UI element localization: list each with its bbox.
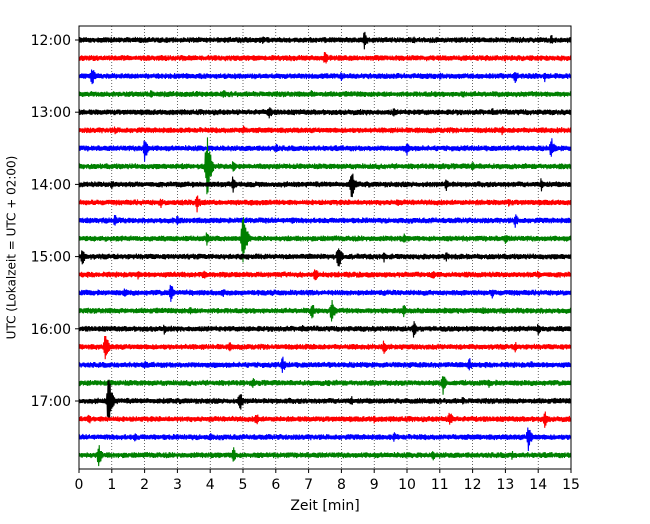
x-tick-label-14: 14 xyxy=(529,477,547,493)
trace-1330 xyxy=(78,138,572,162)
trace-1345 xyxy=(78,137,572,195)
trace-1400 xyxy=(78,173,572,198)
x-tick-label-10: 10 xyxy=(398,477,416,493)
x-tick-label-0: 0 xyxy=(75,477,84,493)
trace-1600 xyxy=(78,321,572,338)
y-tick-label-4: 13:00 xyxy=(31,105,71,121)
x-tick-label-5: 5 xyxy=(239,477,248,493)
trace-1415 xyxy=(78,195,572,213)
x-tick-label-13: 13 xyxy=(496,477,514,493)
trace-1530 xyxy=(78,284,572,302)
trace-1430 xyxy=(78,214,572,228)
trace-1715 xyxy=(78,411,572,428)
trace-1315 xyxy=(78,125,572,136)
x-tick-label-12: 12 xyxy=(464,477,482,493)
x-tick-label-3: 3 xyxy=(173,477,182,493)
trace-1515 xyxy=(78,269,572,281)
x-tick-label-2: 2 xyxy=(140,477,149,493)
y-tick-label-8: 14:00 xyxy=(31,177,71,193)
x-axis-label: Zeit [min] xyxy=(290,498,359,514)
plot-frame xyxy=(78,25,572,470)
x-tick-label-1: 1 xyxy=(107,477,116,493)
x-tick-label-8: 8 xyxy=(337,477,346,493)
trace-1745 xyxy=(78,445,572,467)
trace-1230 xyxy=(78,69,572,85)
trace-1445 xyxy=(78,217,572,263)
y-axis-ticks: 12:00 13:00 14:00 15:00 16:00 17:00 xyxy=(31,33,79,410)
trace-1730 xyxy=(78,427,572,451)
trace-1615 xyxy=(78,335,572,360)
x-tick-label-15: 15 xyxy=(562,477,580,493)
trace-1700 xyxy=(78,379,572,420)
y-axis-label: UTC (Lokalzeit = UTC + 02:00) xyxy=(5,156,19,340)
x-tick-label-9: 9 xyxy=(370,477,379,493)
traces xyxy=(78,31,572,467)
y-tick-label-12: 15:00 xyxy=(31,250,71,266)
y-tick-label-20: 17:00 xyxy=(31,394,71,410)
trace-1645 xyxy=(78,376,572,395)
x-tick-label-4: 4 xyxy=(206,477,215,493)
y-tick-label-16: 16:00 xyxy=(31,322,71,338)
trace-1200 xyxy=(78,31,572,50)
x-tick-label-11: 11 xyxy=(431,477,449,493)
trace-1215 xyxy=(78,51,572,64)
x-tick-label-6: 6 xyxy=(271,477,280,493)
trace-1630 xyxy=(78,356,572,373)
trace-1300 xyxy=(78,107,572,119)
gridlines xyxy=(111,26,539,469)
x-tick-label-7: 7 xyxy=(304,477,313,493)
y-tick-label-0: 12:00 xyxy=(31,33,71,49)
trace-1245 xyxy=(78,89,572,98)
x-axis-ticks: 0 1 2 3 4 5 6 7 8 9 10 11 12 13 14 15 xyxy=(75,469,580,493)
trace-1500 xyxy=(78,248,572,267)
trace-1545 xyxy=(78,299,572,322)
